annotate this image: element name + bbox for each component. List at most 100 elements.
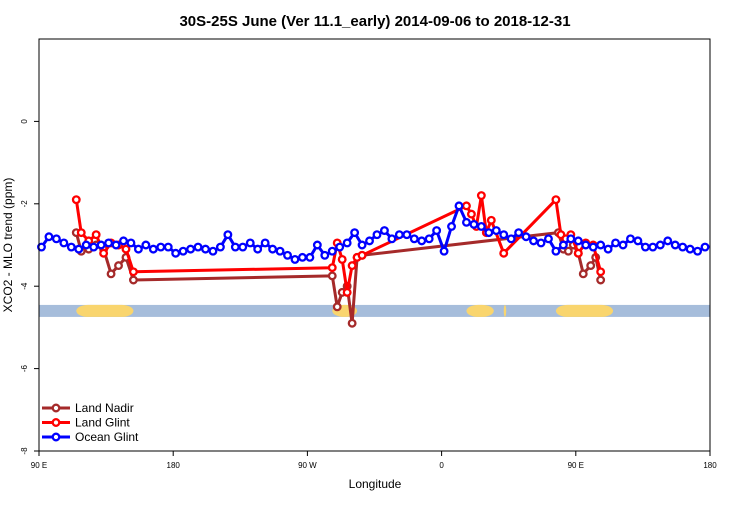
data-point xyxy=(141,240,151,250)
data-point xyxy=(106,269,116,279)
ocean-band xyxy=(39,304,710,317)
data-point xyxy=(96,240,106,250)
x-axis: 90 E 180 90 W 0 90 E 180 xyxy=(31,451,717,470)
data-point xyxy=(581,240,591,250)
data-point xyxy=(586,261,596,271)
data-point xyxy=(201,244,210,254)
data-point xyxy=(387,234,397,244)
data-point xyxy=(290,254,300,264)
legend-item: Land Nadir xyxy=(42,401,134,415)
data-point xyxy=(469,219,479,229)
x-tick-label: 180 xyxy=(167,461,181,470)
legend-item: Land Glint xyxy=(42,416,130,430)
data-point xyxy=(633,236,643,246)
y-tick-label: -2 xyxy=(20,200,29,208)
data-point xyxy=(447,222,456,231)
data-point xyxy=(499,248,509,258)
data-point xyxy=(342,238,352,248)
data-point xyxy=(551,195,561,205)
data-point xyxy=(186,244,196,254)
data-point xyxy=(685,244,695,254)
data-point xyxy=(491,226,501,236)
data-point xyxy=(223,230,233,240)
data-point xyxy=(454,201,464,211)
land-segment xyxy=(466,304,494,317)
series-layer xyxy=(37,191,710,328)
data-point xyxy=(462,217,471,227)
data-point xyxy=(640,242,650,252)
data-point xyxy=(171,248,181,258)
data-point xyxy=(350,228,360,238)
y-tick-label: -6 xyxy=(20,364,29,372)
data-point xyxy=(260,238,270,248)
data-point xyxy=(558,240,568,250)
data-point xyxy=(626,234,635,244)
data-point xyxy=(327,246,337,256)
data-point xyxy=(268,244,278,254)
data-point xyxy=(678,242,688,252)
data-point xyxy=(536,238,546,248)
data-point xyxy=(163,242,173,252)
x-axis-label: Longitude xyxy=(349,477,402,491)
legend-label: Land Glint xyxy=(75,416,130,430)
data-point xyxy=(379,226,389,236)
data-point xyxy=(484,228,494,238)
data-point xyxy=(71,195,81,205)
data-point xyxy=(320,250,330,260)
data-point xyxy=(424,234,434,244)
data-point xyxy=(74,244,84,254)
legend-label: Land Nadir xyxy=(75,401,134,415)
data-point xyxy=(476,191,486,201)
data-point xyxy=(618,240,628,250)
data-point xyxy=(573,236,583,246)
data-point xyxy=(51,234,61,244)
y-tick-label: -8 xyxy=(20,447,29,455)
data-point xyxy=(76,228,86,238)
data-point xyxy=(655,240,665,250)
data-point xyxy=(462,201,471,211)
data-point xyxy=(335,242,345,252)
data-point xyxy=(357,240,367,250)
data-point xyxy=(156,242,166,252)
data-point xyxy=(37,242,46,252)
data-point xyxy=(611,238,621,248)
data-point xyxy=(506,234,516,244)
land-segment xyxy=(76,304,134,317)
series-ocean-glint xyxy=(37,201,710,264)
chart-title: 30S-25S June (Ver 11.1_early) 2014-09-06… xyxy=(179,13,570,30)
y-axis-label: XCO2 - MLO trend (ppm) xyxy=(1,178,15,313)
x-tick-label: 90 W xyxy=(298,461,317,470)
data-point xyxy=(693,246,703,256)
data-point xyxy=(466,209,476,219)
data-point xyxy=(417,236,427,246)
x-tick-label: 90 E xyxy=(568,461,584,470)
data-point xyxy=(332,302,342,312)
y-tick-label: -4 xyxy=(20,282,29,290)
data-point xyxy=(596,240,606,250)
x-tick-label: 0 xyxy=(439,461,444,470)
legend-marker xyxy=(51,432,61,442)
data-point xyxy=(700,242,710,252)
data-point xyxy=(305,252,315,262)
data-point xyxy=(529,236,539,246)
data-point xyxy=(365,236,374,246)
data-point xyxy=(432,226,442,236)
data-point xyxy=(372,230,382,240)
data-point xyxy=(297,252,307,262)
data-point xyxy=(521,232,531,242)
land-segment xyxy=(503,304,507,317)
data-point xyxy=(91,230,101,240)
data-point xyxy=(409,234,419,244)
data-point xyxy=(439,246,449,256)
data-point xyxy=(114,261,123,271)
data-point xyxy=(230,242,240,252)
data-point xyxy=(347,261,357,271)
data-point xyxy=(670,240,680,250)
legend-label: Ocean Glint xyxy=(75,430,139,444)
data-point xyxy=(66,242,76,252)
data-point xyxy=(514,228,524,238)
data-point xyxy=(121,244,131,254)
data-point xyxy=(178,246,188,256)
data-point xyxy=(104,238,114,248)
